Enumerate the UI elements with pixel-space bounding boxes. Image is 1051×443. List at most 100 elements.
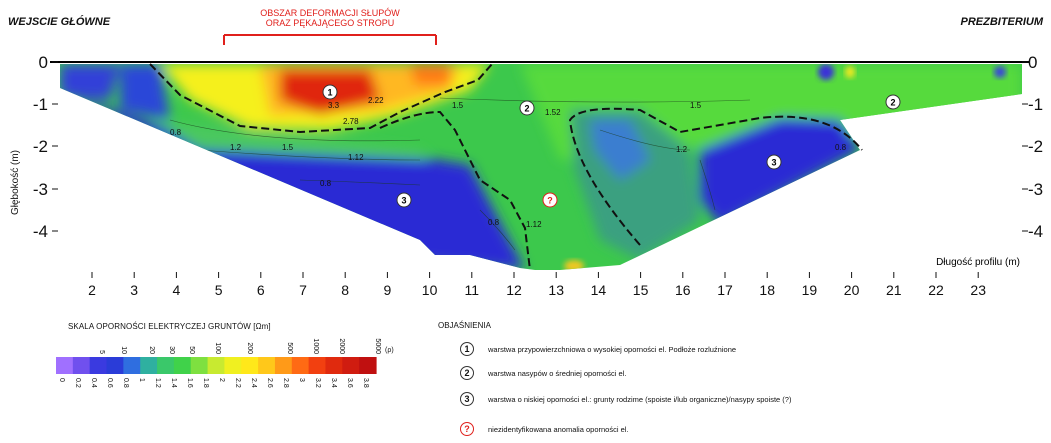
scale-swatch (140, 357, 158, 374)
zone-marker-text: 2 (524, 104, 529, 114)
legend-text: warstwa przypowierzchniowa o wysokiej op… (488, 344, 737, 354)
scale-swatch (359, 357, 377, 374)
scale-swatch (325, 357, 343, 374)
contour-label: 1.5 (452, 101, 464, 110)
scale-bottom-label: 3.2 (314, 378, 321, 388)
resistivity-section: 3.3 2.78 2.22 1.5 1.5 1.2 1.5 1.12 0.8 1… (33, 34, 1043, 298)
zone-marker-text: 3 (401, 196, 406, 206)
contour-labels: 3.3 2.78 2.22 1.5 1.5 1.2 1.5 1.12 0.8 1… (170, 96, 847, 229)
x-tick-label: 18 (759, 282, 775, 298)
scale-bottom-label: 3 (298, 378, 305, 382)
scale-swatch (190, 357, 209, 374)
x-tick-label: 16 (675, 282, 691, 298)
y-tick-label: -1 (1028, 95, 1043, 114)
y-tick-label: -1 (33, 95, 48, 114)
x-tick-label: 12 (506, 282, 522, 298)
zone-markers: 1 2 2 3 3 ? (322, 84, 901, 208)
scale-bottom-label: 1 (138, 378, 145, 382)
y-tick-label: -4 (1028, 222, 1043, 241)
legend-marker-question: ? (460, 422, 474, 436)
color-scale: 5 10 20 30 50 100 200 500 1000 2000 5000 (ρ) 0 0.2 0… (56, 338, 394, 388)
legend-item: 2 warstwa nasypów o średniej oporności e… (460, 362, 1020, 384)
scale-bottom-label: 1.4 (170, 378, 177, 388)
zone-marker-text: 2 (890, 98, 895, 108)
scale-swatch (72, 357, 91, 374)
x-tick-label: 4 (173, 282, 181, 298)
zone-boundaries (149, 63, 863, 271)
scale-swatch (173, 357, 192, 374)
x-tick-label: 15 (633, 282, 649, 298)
scale-bottom-label: 2.6 (266, 378, 273, 388)
scale-top-label: 1000 (312, 338, 319, 354)
scale-bottom-label: 3.8 (362, 378, 369, 388)
x-tick-label: 14 (591, 282, 607, 298)
x-axis-title: Długość profilu (m) (936, 257, 1020, 268)
deformation-bracket (223, 34, 437, 45)
zone-marker-text: 3 (771, 158, 776, 168)
scale-swatch (291, 357, 310, 374)
scale-top-label: 5 (98, 350, 105, 354)
scale-swatch (342, 357, 360, 374)
x-axis: 2 3 4 5 6 7 8 9 10 11 12 13 14 15 16 17 18 19 20 21 22 23 (88, 272, 986, 298)
contour-label: 1.2 (676, 145, 688, 154)
scale-bottom-label: 0.4 (90, 378, 97, 388)
scale-swatch (224, 357, 242, 374)
scale-top-ticks: 5 10 20 30 50 100 200 500 1000 2000 5000 (98, 338, 381, 354)
x-tick-label: 7 (299, 282, 307, 298)
scale-top-label: 100 (214, 342, 221, 354)
scale-bottom-label: 2.2 (234, 378, 241, 388)
deformation-note-line2: ORAZ PĘKAJĄCEGO STROPU (265, 18, 395, 28)
legend-marker: 2 (460, 366, 474, 380)
scale-swatch (308, 357, 327, 374)
contour-label: 0.8 (170, 128, 182, 137)
scale-bottom-label: 3.6 (346, 378, 353, 388)
contour-label: 1.12 (526, 220, 542, 229)
legend-marker: 3 (460, 392, 474, 406)
y-tick-label: 0 (39, 53, 48, 72)
x-tick-label: 9 (384, 282, 392, 298)
x-tick-label: 2 (88, 282, 96, 298)
scale-swatch (106, 357, 124, 374)
scale-top-label: 5000 (374, 338, 381, 354)
x-tick-label: 22 (928, 282, 944, 298)
scale-bottom-label: 0.6 (106, 378, 113, 388)
contour-label: 2.78 (343, 117, 359, 126)
legend-item: ? niezidentyfikowana anomalia oporności … (460, 418, 1020, 440)
contour-label: 3.3 (328, 101, 340, 110)
zone-marker-text: ? (547, 196, 553, 206)
zone-marker-3b: 3 (766, 154, 782, 170)
scale-bottom-ticks: 0 0.2 0.4 0.6 0.8 1 1.2 1.4 1.6 1.8 2 2.2 2.4 2.6 2.8 3… (58, 378, 369, 388)
legend-list: 1 warstwa przypowierzchniowa o wysokiej … (460, 338, 1020, 440)
contour-label: 0.8 (320, 179, 332, 188)
zone-marker-text: 1 (327, 88, 332, 98)
scale-swatch (56, 357, 74, 374)
scale-top-label: 200 (246, 342, 253, 354)
scale-bottom-label: 2.8 (282, 378, 289, 388)
scale-swatch (207, 357, 226, 374)
contour-label: 0.8 (488, 218, 500, 227)
scale-top-label: 20 (148, 346, 155, 354)
right-end-label: PREZBITERIUM (960, 16, 1044, 28)
x-tick-label: 3 (130, 282, 138, 298)
scale-swatch (123, 357, 141, 374)
scale-swatch (274, 357, 293, 374)
scale-title: SKALA OPORNOŚCI ELEKTRYCZEJ GRUNTÓW [Ωm] (68, 322, 271, 331)
contour-label: 2.22 (368, 96, 384, 105)
scale-bottom-label: 0.8 (122, 378, 129, 388)
x-tick-label: 13 (548, 282, 564, 298)
contour-label: 1.12 (348, 153, 364, 162)
resistivity-color-field (60, 64, 1022, 270)
x-tick-label: 10 (422, 282, 438, 298)
contour-label: 1.5 (690, 101, 702, 110)
y-tick-label: -2 (1028, 137, 1043, 156)
scale-bottom-label: 3.4 (330, 378, 337, 388)
y-tick-label: -2 (33, 137, 48, 156)
x-tick-label: 6 (257, 282, 265, 298)
scale-top-label: 10 (120, 346, 127, 354)
x-tick-label: 8 (341, 282, 349, 298)
scale-swatch (258, 357, 276, 374)
y-axis-left: 0 -1 -2 -3 -4 (33, 53, 48, 241)
left-end-label: WEJSCIE GŁÓWNE (8, 16, 111, 28)
y-axis-right: 0 -1 -2 -3 -4 (1028, 53, 1043, 241)
contour-label: 1.5 (282, 143, 294, 152)
